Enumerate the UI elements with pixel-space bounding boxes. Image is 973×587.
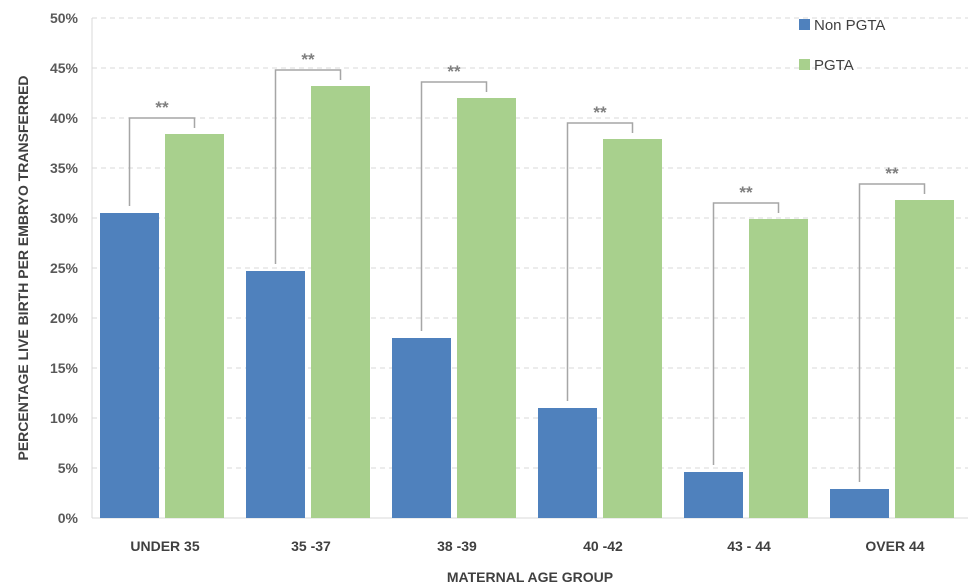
significance-bracket xyxy=(420,81,488,331)
significance-label: ** xyxy=(739,183,753,202)
bar-pgta xyxy=(311,86,370,518)
gridlines xyxy=(92,17,968,469)
y-tick-label: 5% xyxy=(58,460,79,476)
y-tick-label: 35% xyxy=(50,160,79,176)
bar-pgta xyxy=(895,200,954,518)
x-tick-label: 43 - 44 xyxy=(727,538,771,554)
legend-label: PGTA xyxy=(814,57,854,74)
significance-bracket xyxy=(566,122,634,401)
significance-label: ** xyxy=(155,98,169,117)
bar-non-pgta xyxy=(246,271,305,518)
x-tick-label: UNDER 35 xyxy=(130,538,199,554)
significance-bracket xyxy=(712,202,780,465)
x-tick-label: 38 -39 xyxy=(437,538,477,554)
significance-brackets: ** ** ** ** ** ** xyxy=(128,50,926,482)
bar-non-pgta xyxy=(100,213,159,518)
significance-bracket xyxy=(274,69,342,264)
y-tick-label: 10% xyxy=(50,410,79,426)
significance-label: ** xyxy=(301,50,315,69)
y-axis-title: PERCENTAGE LIVE BIRTH PER EMBRYO TRANSFE… xyxy=(15,75,31,460)
legend-swatch xyxy=(799,59,810,70)
y-tick-label: 25% xyxy=(50,260,79,276)
y-tick-label: 30% xyxy=(50,210,79,226)
bar-non-pgta xyxy=(830,489,889,518)
y-tick-label: 0% xyxy=(58,510,79,526)
axes: 0% 5% 10% 15% 20% 25% 30% 35% 40% 45% 50% UNDER 35 3… xyxy=(50,10,968,554)
x-tick-label: OVER 44 xyxy=(865,538,924,554)
legend: Non PGTA PGTA xyxy=(799,17,885,74)
y-tick-label: 20% xyxy=(50,310,79,326)
bar-non-pgta xyxy=(392,338,451,518)
bars xyxy=(100,86,954,518)
bar-non-pgta xyxy=(684,472,743,518)
x-axis-title: MATERNAL AGE GROUP xyxy=(447,569,613,585)
bar-pgta xyxy=(165,134,224,518)
significance-bracket xyxy=(858,183,926,482)
significance-label: ** xyxy=(885,164,899,183)
bar-non-pgta xyxy=(538,408,597,518)
significance-bracket xyxy=(128,117,196,206)
x-tick-label: 40 -42 xyxy=(583,538,623,554)
significance-label: ** xyxy=(447,62,461,81)
x-tick-label: 35 -37 xyxy=(291,538,331,554)
legend-swatch xyxy=(799,19,810,30)
bar-pgta xyxy=(749,219,808,518)
y-tick-label: 40% xyxy=(50,110,79,126)
y-tick-label: 15% xyxy=(50,360,79,376)
legend-label: Non PGTA xyxy=(814,17,885,34)
y-tick-label: 50% xyxy=(50,10,79,26)
bar-pgta xyxy=(457,98,516,518)
y-tick-label: 45% xyxy=(50,60,79,76)
significance-label: ** xyxy=(593,103,607,122)
bar-pgta xyxy=(603,139,662,518)
